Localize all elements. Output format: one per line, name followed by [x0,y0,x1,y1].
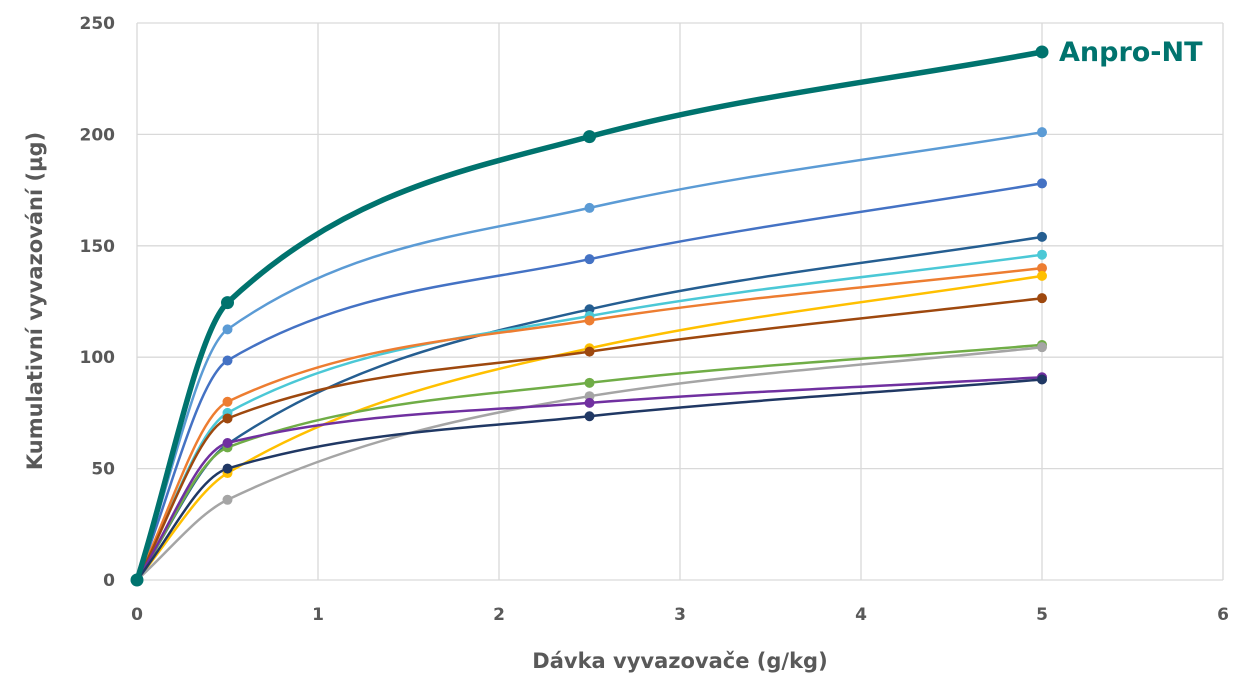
x-tick-label: 0 [131,605,143,625]
data-point-10-2 [584,397,595,408]
series-line-6 [135,274,1044,582]
series-line-7 [135,296,1044,582]
y-tick-label: 150 [80,237,116,257]
data-point-8-2 [584,377,595,388]
y-axis-title: Kumulativní vyvazování (µg) [23,132,47,470]
gridlines [136,22,1224,581]
series-line-1 [135,130,1044,582]
data-point-2-3 [1037,178,1047,189]
data-point-7-1 [222,413,233,424]
data-point-1-3 [1037,127,1047,138]
data-point-1-1 [222,324,233,335]
data-point-4-3 [1037,249,1047,260]
x-tick-label: 4 [855,605,867,625]
x-tick-label: 1 [312,605,324,625]
series-line-11 [135,378,1044,582]
data-point-11-3 [1037,374,1047,385]
data-point-2-2 [584,254,595,265]
series-labels: Anpro-NT [1059,37,1203,68]
y-tick-label: 250 [80,14,116,34]
x-tick-label: 3 [674,605,686,625]
series-label-0: Anpro-NT [1059,37,1203,68]
series-line-9 [135,345,1044,582]
data-point-3-3 [1037,231,1047,242]
series-line-0 [134,49,1045,583]
x-axis-tick-labels: 0 1 2 3 4 5 6 [131,605,1229,625]
data-point-0-2 [583,130,596,144]
y-tick-label: 200 [80,125,116,145]
y-tick-label: 100 [80,348,116,368]
data-point-5-3 [1037,263,1047,274]
data-point-10-1 [222,437,233,448]
y-axis-tick-labels: 0 50 100 150 200 250 [80,14,116,591]
series-line-3 [135,235,1044,582]
y-tick-label: 50 [91,460,115,480]
series-lines [134,49,1045,583]
x-tick-label: 5 [1036,605,1048,625]
series-points [130,45,1049,587]
series-line-2 [135,182,1044,582]
data-point-11-2 [584,411,595,422]
data-point-6-3 [1037,270,1047,281]
data-point-2-1 [222,355,233,366]
x-axis-title: Dávka vyvazovače (g/kg) [532,649,827,673]
data-point-0-3 [1035,45,1049,59]
data-point-1-2 [584,202,595,213]
series-line-8 [135,343,1044,582]
data-point-9-3 [1037,342,1047,353]
series-line-10 [135,376,1044,582]
y-tick-label: 0 [103,571,115,591]
data-point-9-1 [222,494,233,505]
data-point-7-3 [1037,293,1047,304]
x-tick-label: 6 [1217,605,1229,625]
data-point-0-0 [130,573,144,587]
x-tick-label: 2 [493,605,505,625]
series-line-5 [135,266,1044,582]
data-point-5-1 [222,396,233,407]
data-point-7-2 [584,346,595,357]
data-point-11-1 [222,463,233,474]
data-point-5-2 [584,315,595,326]
data-point-0-1 [221,296,234,310]
